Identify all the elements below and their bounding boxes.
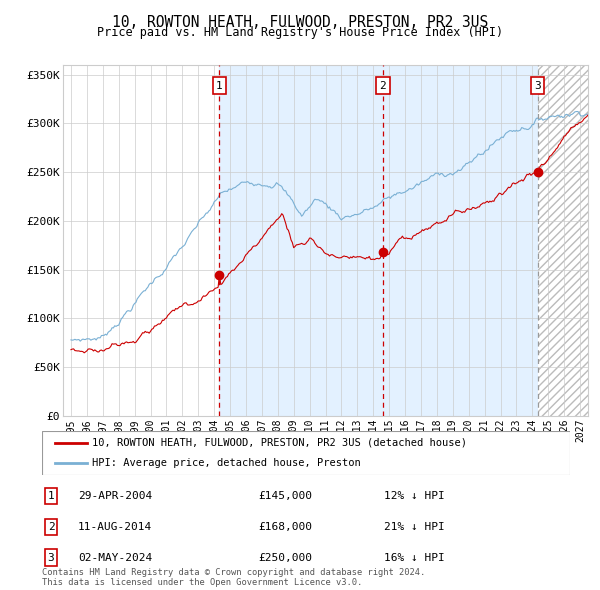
Text: £145,000: £145,000 <box>258 491 312 501</box>
Text: 02-MAY-2024: 02-MAY-2024 <box>78 553 152 562</box>
Text: 10, ROWTON HEATH, FULWOOD, PRESTON, PR2 3US: 10, ROWTON HEATH, FULWOOD, PRESTON, PR2 … <box>112 15 488 30</box>
Text: Price paid vs. HM Land Registry's House Price Index (HPI): Price paid vs. HM Land Registry's House … <box>97 26 503 39</box>
Text: Contains HM Land Registry data © Crown copyright and database right 2024.
This d: Contains HM Land Registry data © Crown c… <box>42 568 425 587</box>
Text: 11-AUG-2014: 11-AUG-2014 <box>78 522 152 532</box>
Text: 3: 3 <box>47 553 55 562</box>
Bar <box>538 65 588 416</box>
Text: 2: 2 <box>47 522 55 532</box>
Text: HPI: Average price, detached house, Preston: HPI: Average price, detached house, Pres… <box>92 458 361 468</box>
Text: 29-APR-2004: 29-APR-2004 <box>78 491 152 501</box>
Text: 12% ↓ HPI: 12% ↓ HPI <box>384 491 445 501</box>
Text: 2: 2 <box>380 81 386 91</box>
Bar <box>220 65 538 416</box>
Text: £168,000: £168,000 <box>258 522 312 532</box>
Text: 3: 3 <box>535 81 541 91</box>
Text: £250,000: £250,000 <box>258 553 312 562</box>
Text: 16% ↓ HPI: 16% ↓ HPI <box>384 553 445 562</box>
Bar <box>538 65 588 416</box>
Text: 21% ↓ HPI: 21% ↓ HPI <box>384 522 445 532</box>
Text: 10, ROWTON HEATH, FULWOOD, PRESTON, PR2 3US (detached house): 10, ROWTON HEATH, FULWOOD, PRESTON, PR2 … <box>92 438 467 448</box>
Text: 1: 1 <box>47 491 55 501</box>
Text: 1: 1 <box>216 81 223 91</box>
